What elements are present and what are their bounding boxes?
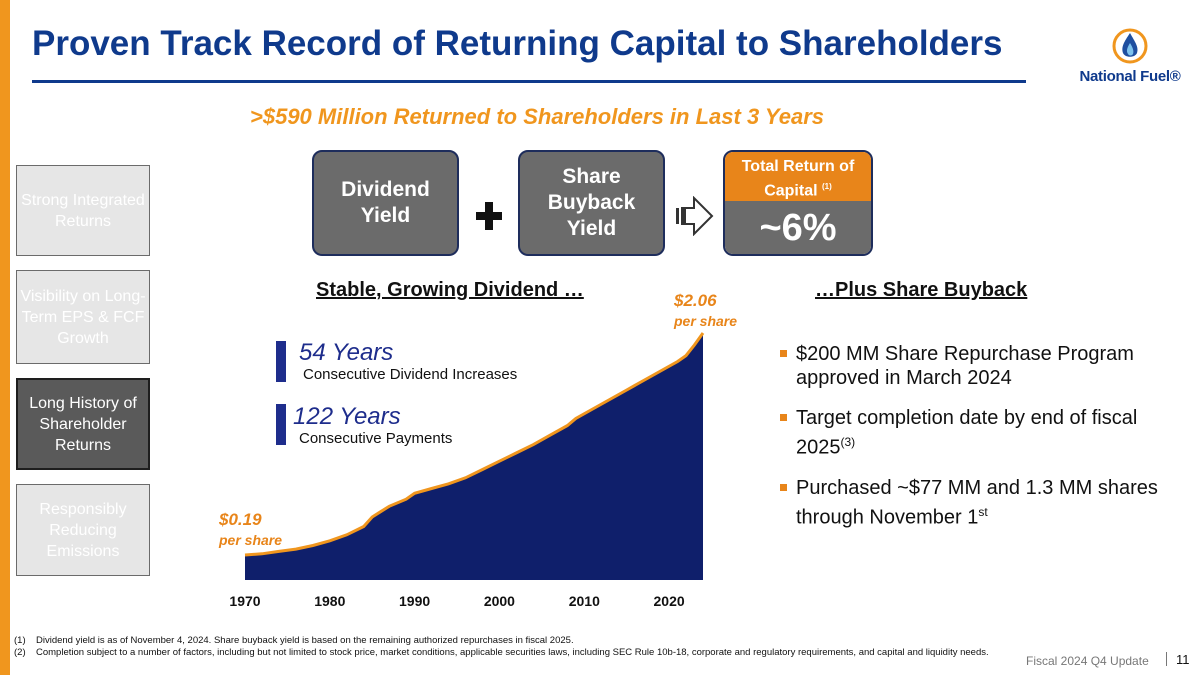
- footnote-number: (1): [14, 635, 26, 646]
- nav-tab-label: Strong Integrated Returns: [21, 191, 145, 230]
- dividend-line: [244, 332, 705, 557]
- dividend-yield-box: Dividend Yield: [312, 150, 459, 256]
- footer-label: Fiscal 2024 Q4 Update: [1026, 654, 1149, 668]
- bullet-footnote-ref: (3): [840, 435, 856, 449]
- footer-divider: [1166, 652, 1167, 666]
- nav-tab-visibility-eps-fcf[interactable]: Visibility on Long-Term EPS & FCF Growth: [16, 270, 150, 364]
- nav-tab-long-history-returns[interactable]: Long History of Shareholder Returns: [16, 378, 150, 470]
- page-title: Proven Track Record of Returning Capital…: [32, 24, 1003, 63]
- nav-tab-label: Visibility on Long-Term EPS & FCF Growth: [20, 287, 146, 347]
- x-tick-label: 1990: [399, 593, 430, 609]
- total-return-header: Total Return of Capital (1): [725, 152, 871, 201]
- x-tick-label: 2020: [654, 593, 685, 609]
- title-underline: [32, 80, 1026, 83]
- arrow-right-icon: [676, 196, 714, 236]
- footnote: (2) Completion subject to a number of fa…: [14, 647, 1004, 659]
- bullet-text: Purchased ~$77 MM and 1.3 MM shares thro…: [796, 476, 1158, 529]
- left-accent-bar: [0, 0, 10, 675]
- buyback-section-heading: …Plus Share Buyback: [815, 279, 1028, 301]
- flame-icon: [1112, 28, 1148, 64]
- bullet-item: $200 MM Share Repurchase Program approve…: [778, 342, 1178, 390]
- bullet-superscript: st: [978, 504, 988, 519]
- end-dividend-unit: per share: [674, 313, 738, 329]
- bullet-item: Target completion date by end of fiscal …: [778, 406, 1178, 460]
- dividend-increase-label: Consecutive Dividend Increases: [303, 366, 518, 383]
- x-tick-label: 1980: [314, 593, 345, 609]
- nav-tab-strong-integrated-returns[interactable]: Strong Integrated Returns: [16, 165, 150, 256]
- start-dividend-value: $0.19: [219, 510, 262, 529]
- dividend-section-heading: Stable, Growing Dividend …: [316, 279, 584, 301]
- footnote-text: Completion subject to a number of factor…: [36, 647, 989, 658]
- dividend-increase-years: 54 Years: [299, 339, 394, 366]
- buyback-bullet-list: $200 MM Share Repurchase Program approve…: [778, 342, 1178, 545]
- start-dividend-unit: per share: [219, 532, 283, 548]
- nav-tab-reducing-emissions[interactable]: Responsibly Reducing Emissions: [16, 484, 150, 576]
- dividend-area: [245, 333, 703, 580]
- end-dividend-value: $2.06: [674, 291, 717, 310]
- total-return-footnote-ref: (1): [822, 182, 832, 191]
- x-tick-label: 2010: [569, 593, 600, 609]
- bullet-text: Target completion date by end of fiscal …: [796, 407, 1138, 459]
- nav-tab-label: Responsibly Reducing Emissions: [39, 500, 127, 560]
- dividend-yield-label: Dividend Yield: [341, 178, 430, 227]
- bullet-item: Purchased ~$77 MM and 1.3 MM shares thro…: [778, 476, 1178, 530]
- share-buyback-yield-box: Share Buyback Yield: [518, 150, 665, 256]
- x-tick-label: 2000: [484, 593, 515, 609]
- plus-icon: [476, 202, 502, 230]
- page-number: 11: [1176, 652, 1190, 667]
- stat-bar: [276, 404, 286, 445]
- nav-tab-label: Long History of Shareholder Returns: [29, 394, 137, 454]
- consecutive-payment-label: Consecutive Payments: [299, 430, 453, 447]
- footnote-number: (2): [14, 647, 26, 658]
- total-return-value: ~6%: [725, 201, 871, 254]
- footnote-text: Dividend yield is as of November 4, 2024…: [36, 635, 574, 646]
- logo-text: National Fuel®: [1079, 68, 1181, 85]
- total-return-box: Total Return of Capital (1) ~6%: [723, 150, 873, 256]
- share-buyback-yield-label: Share Buyback Yield: [547, 165, 636, 240]
- company-logo: National Fuel®: [1072, 26, 1188, 92]
- total-return-label: Total Return of Capital: [741, 158, 855, 200]
- subtitle: >$590 Million Returned to Shareholders i…: [250, 104, 825, 129]
- bullet-text: $200 MM Share Repurchase Program approve…: [796, 343, 1134, 389]
- footnote: (1) Dividend yield is as of November 4, …: [14, 635, 1004, 647]
- footnotes: (1) Dividend yield is as of November 4, …: [14, 635, 1004, 659]
- x-tick-label: 1970: [229, 593, 260, 609]
- consecutive-payment-years: 122 Years: [293, 403, 401, 430]
- stat-bar: [276, 341, 286, 382]
